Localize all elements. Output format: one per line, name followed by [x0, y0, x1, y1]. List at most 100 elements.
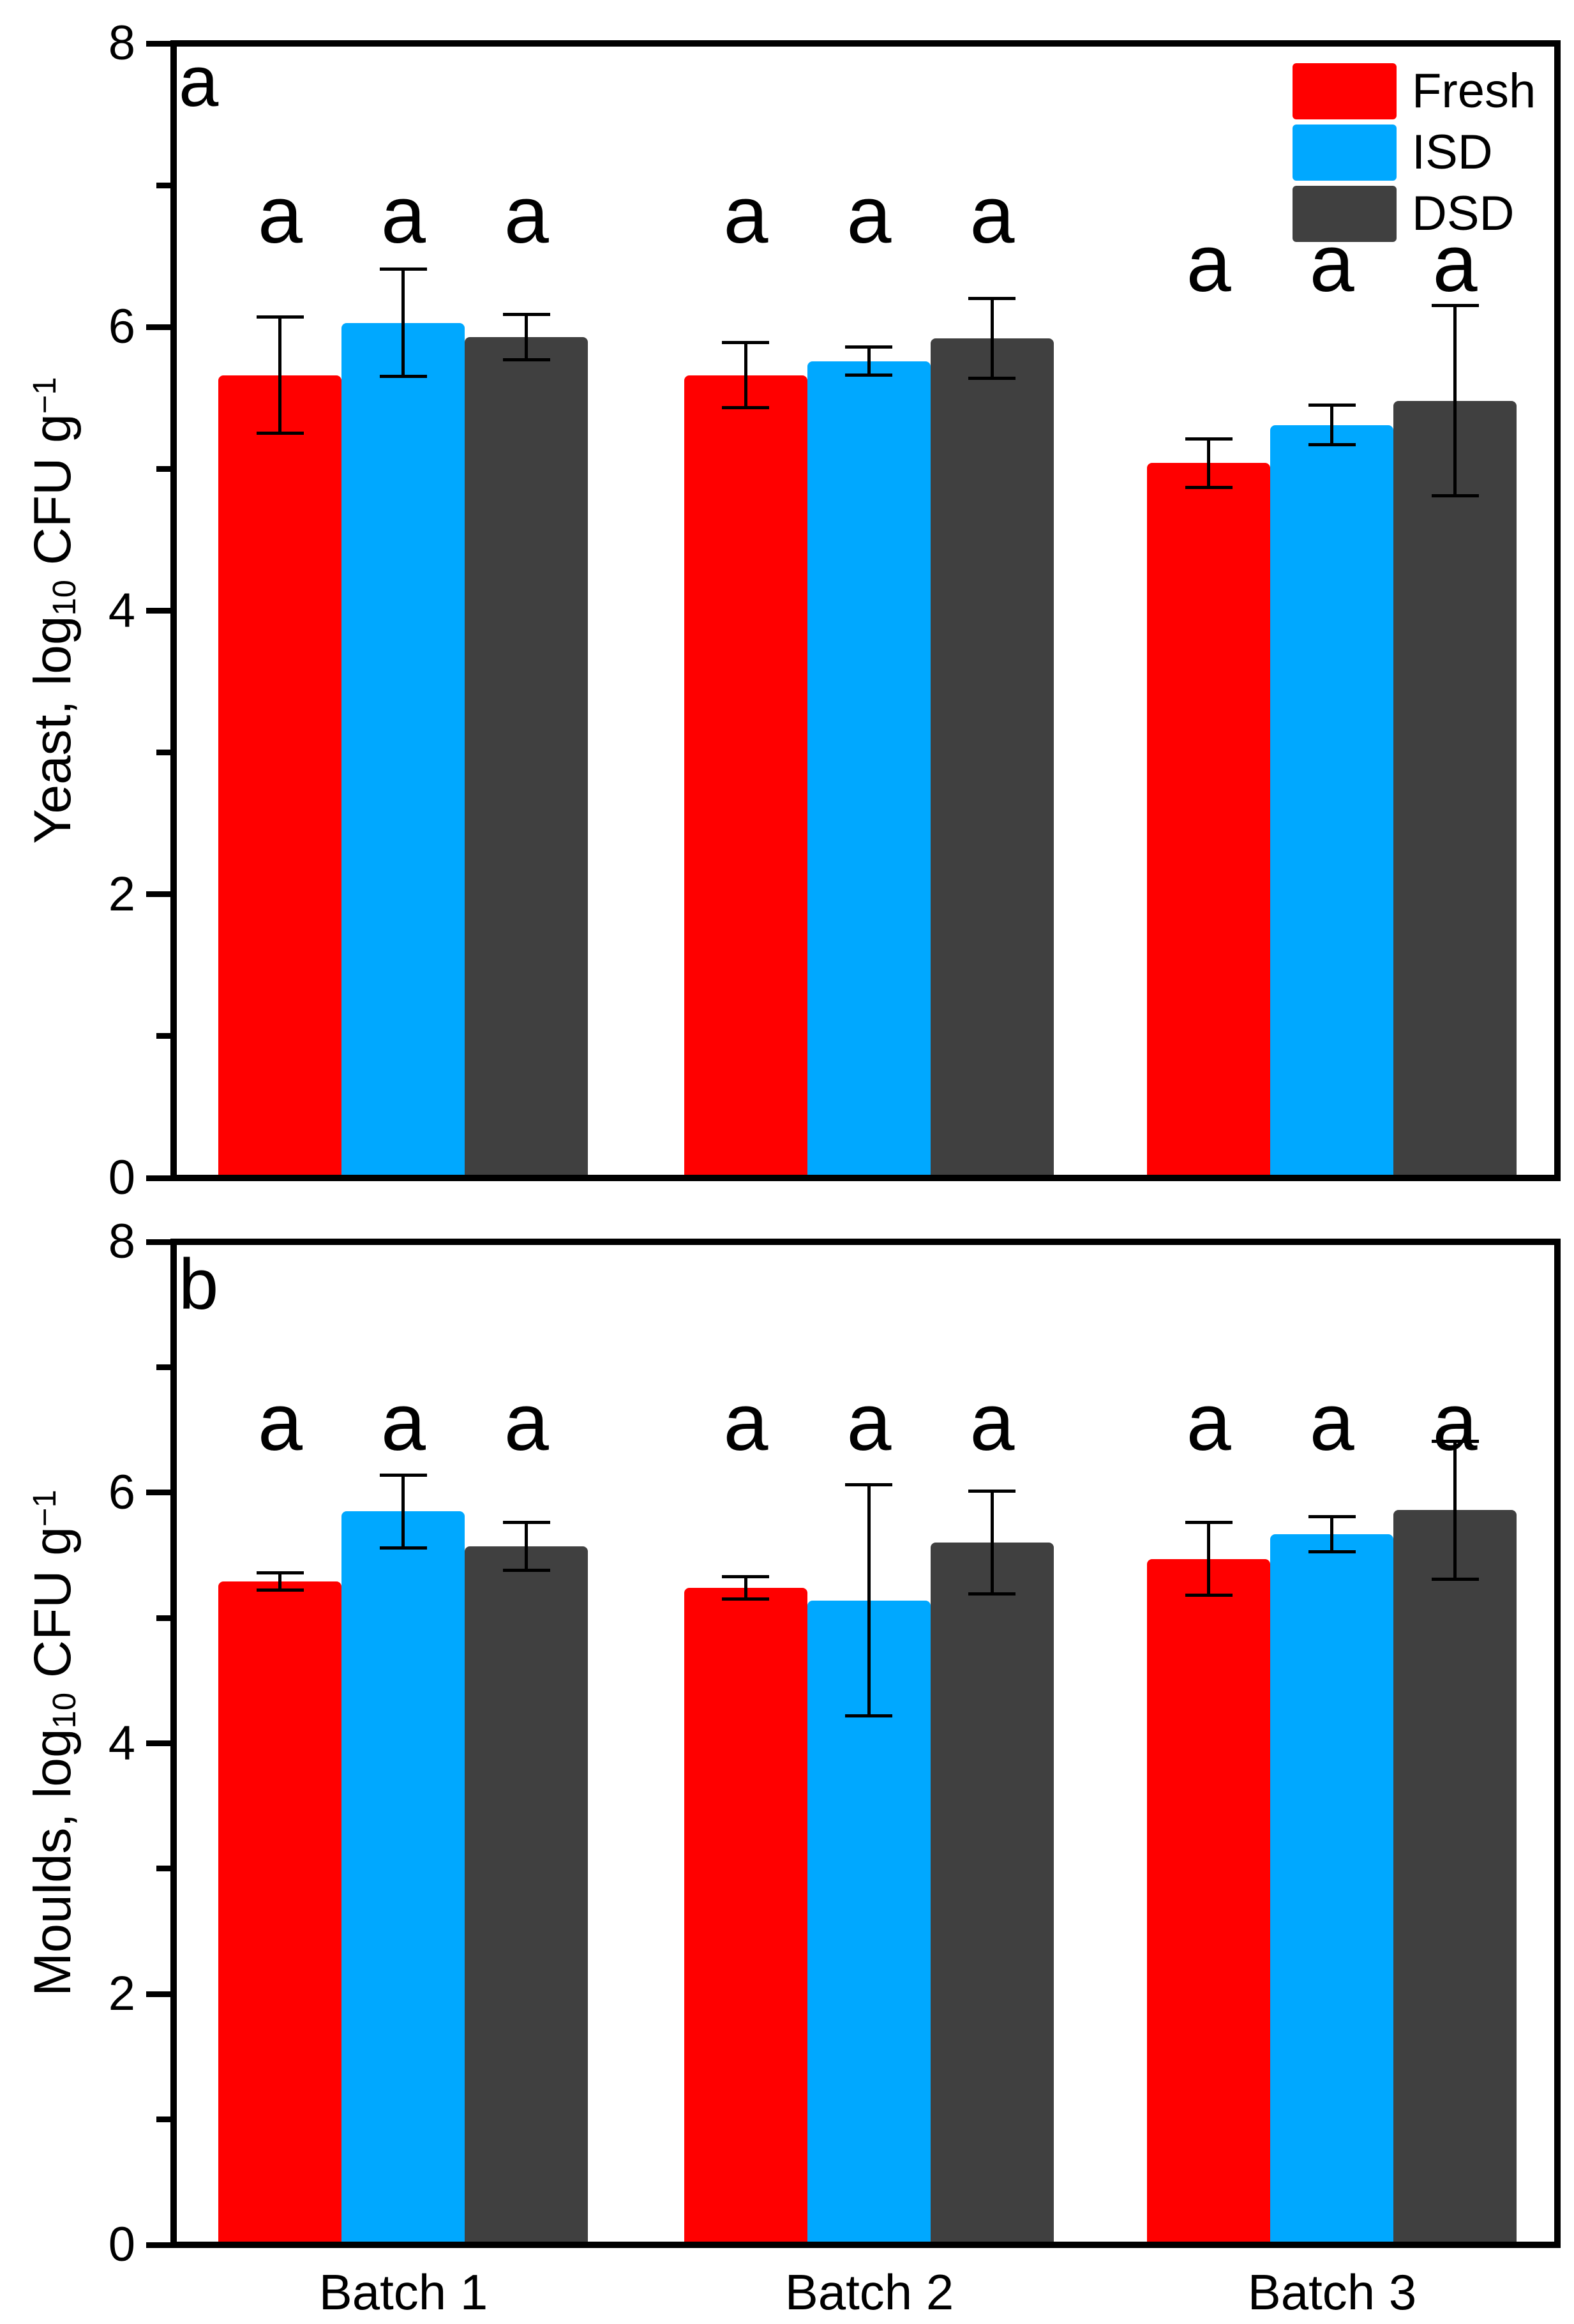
y-minor-tick [156, 465, 170, 472]
error-bar-cap-top [722, 1574, 770, 1578]
y-tick-label: 4 [108, 583, 135, 638]
significance-letter: a [723, 170, 768, 260]
y-major-tick [146, 40, 170, 47]
error-bar [1330, 405, 1334, 445]
bar-fresh-batch2 [684, 1587, 807, 2245]
error-bar [744, 342, 747, 408]
legend-swatch-isd [1293, 124, 1397, 181]
error-bar [278, 1573, 282, 1590]
significance-letter: a [723, 1377, 768, 1467]
y-tick-label: 8 [108, 1214, 135, 1269]
y-tick-label: 0 [108, 2217, 135, 2272]
y-minor-tick [156, 1866, 170, 1872]
y-major-tick [146, 1239, 170, 1245]
y-tick-label: 0 [108, 1151, 135, 1205]
bar-dsd-batch2 [930, 1543, 1054, 2245]
y-major-tick [146, 1490, 170, 1496]
error-bar-cap-top [1431, 1439, 1479, 1443]
y-minor-tick [156, 1364, 170, 1370]
bar-fresh-batch3 [1147, 463, 1271, 1178]
error-bar [1453, 305, 1457, 496]
significance-letter: a [257, 1377, 303, 1467]
error-bar-cap-top [1185, 1521, 1233, 1525]
y-minor-tick [156, 750, 170, 756]
y-major-tick [146, 1175, 170, 1181]
error-bar-cap-bottom [722, 406, 770, 410]
error-bar-cap-top [502, 312, 550, 316]
error-bar [744, 1576, 747, 1599]
plot-frame [170, 40, 1561, 1181]
error-bar [401, 269, 405, 377]
error-bar-cap-top [1308, 1514, 1356, 1518]
legend-label-fresh: Fresh [1412, 64, 1536, 118]
error-bar [525, 314, 528, 360]
y-tick-label: 6 [108, 299, 135, 354]
y-minor-tick [156, 2116, 170, 2123]
error-bar-cap-bottom [722, 1597, 770, 1601]
bar-fresh-batch1 [218, 375, 342, 1178]
bar-isd-batch2 [807, 361, 931, 1178]
error-bar-cap-top [968, 1490, 1016, 1493]
error-bar-cap-bottom [379, 375, 427, 379]
error-bar-cap-top [379, 267, 427, 271]
error-bar [990, 1491, 994, 1594]
bar-dsd-batch2 [930, 338, 1054, 1178]
error-bar-cap-top [502, 1521, 550, 1525]
error-bar-cap-bottom [256, 432, 304, 435]
bar-isd-batch1 [341, 322, 465, 1178]
bar-isd-batch3 [1270, 425, 1394, 1178]
error-bar-cap-top [1431, 304, 1479, 308]
y-major-tick [146, 2242, 170, 2248]
error-bar-cap-bottom [1431, 1577, 1479, 1581]
significance-letter: a [970, 1377, 1015, 1467]
panel-b-label: b [179, 1244, 219, 1324]
bar-isd-batch1 [341, 1511, 465, 2245]
error-bar [401, 1475, 405, 1548]
legend: Fresh ISD DSD [1293, 63, 1536, 247]
x-label-batch-2: Batch 2 [784, 2264, 954, 2320]
bar-fresh-batch3 [1147, 1558, 1271, 2245]
legend-item-fresh: Fresh [1293, 63, 1536, 119]
error-bar-cap-bottom [502, 358, 550, 361]
significance-letter: a [257, 170, 303, 260]
y-major-tick [146, 1740, 170, 1746]
error-bar-cap-bottom [1185, 1594, 1233, 1597]
error-bar-cap-top [845, 345, 893, 349]
error-bar-cap-top [845, 1483, 893, 1487]
error-bar-cap-bottom [845, 1714, 893, 1717]
bar-isd-batch3 [1270, 1534, 1394, 2245]
y-tick-label: 6 [108, 1465, 135, 1520]
significance-letter: a [504, 1377, 549, 1467]
bar-dsd-batch3 [1393, 1510, 1517, 2245]
significance-letter: a [846, 1377, 892, 1467]
error-bar-cap-bottom [1185, 485, 1233, 489]
y-major-tick [146, 608, 170, 614]
significance-letter: a [380, 170, 426, 260]
error-bar-cap-bottom [845, 374, 893, 377]
significance-letter: a [1186, 1377, 1231, 1467]
significance-letter: a [846, 170, 892, 260]
legend-swatch-dsd [1293, 186, 1397, 242]
bar-fresh-batch2 [684, 375, 807, 1178]
legend-item-isd: ISD [1293, 124, 1536, 181]
y-minor-tick [156, 182, 170, 188]
bar-dsd-batch1 [465, 336, 588, 1178]
error-bar [1207, 1522, 1211, 1596]
significance-letter: a [1309, 218, 1354, 308]
error-bar-cap-bottom [379, 1546, 427, 1550]
significance-letter: a [504, 170, 549, 260]
error-bar [990, 298, 994, 379]
significance-letter: a [1309, 1377, 1354, 1467]
y-tick-label: 4 [108, 1716, 135, 1770]
error-bar [525, 1522, 528, 1571]
error-bar [867, 347, 871, 375]
y-tick-label: 2 [108, 866, 135, 921]
panel-a-label: a [179, 42, 219, 121]
error-bar-cap-bottom [968, 376, 1016, 380]
error-bar-cap-top [379, 1473, 427, 1477]
plot-frame [170, 1239, 1561, 2248]
significance-letter: a [970, 170, 1015, 260]
error-bar-cap-top [968, 297, 1016, 301]
legend-label-dsd: DSD [1412, 186, 1515, 241]
